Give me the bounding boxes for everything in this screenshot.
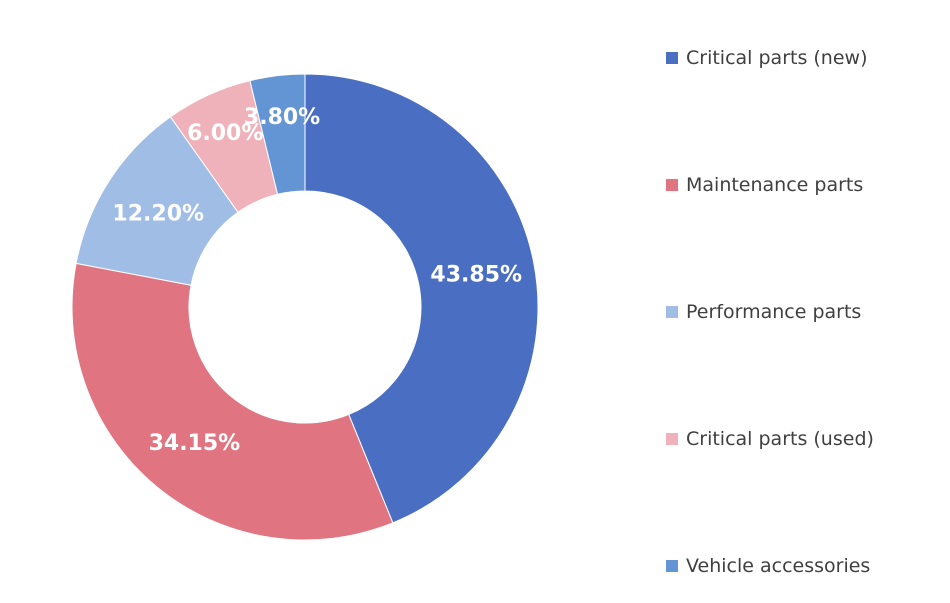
legend-label: Critical parts (new)	[686, 47, 868, 69]
legend-item-2: Maintenance parts	[666, 174, 863, 196]
legend-item-5: Vehicle accessories	[666, 555, 870, 577]
data-label-4: 6.00%	[187, 121, 263, 146]
data-label-5: 3.80%	[244, 105, 320, 130]
legend-swatch	[666, 306, 678, 318]
legend-label: Critical parts (used)	[686, 428, 874, 450]
data-label-3: 12.20%	[112, 202, 204, 227]
legend-item-3: Performance parts	[666, 301, 861, 323]
legend-label: Vehicle accessories	[686, 555, 871, 577]
donut-slice-2	[71, 262, 394, 541]
legend-label: Performance parts	[686, 301, 862, 323]
legend-swatch	[666, 560, 678, 572]
donut-slice-5	[249, 73, 306, 195]
legend-swatch	[666, 179, 678, 191]
legend-item-1: Critical parts (new)	[666, 47, 868, 69]
data-label-2: 34.15%	[149, 431, 241, 456]
donut-slice-3	[75, 116, 239, 286]
data-label-1: 43.85%	[430, 262, 522, 287]
donut-slice-1	[304, 73, 539, 524]
legend-label: Maintenance parts	[686, 174, 864, 196]
legend-item-4: Critical parts (used)	[666, 428, 874, 450]
legend-swatch	[666, 433, 678, 445]
legend-swatch	[666, 52, 678, 64]
